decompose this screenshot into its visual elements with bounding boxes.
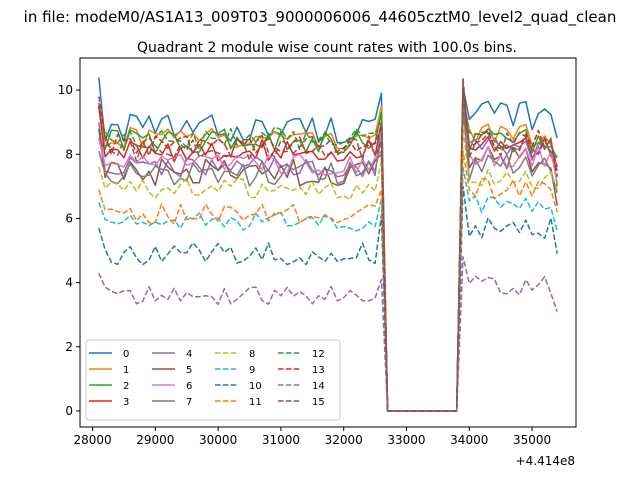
plot-area <box>79 57 577 428</box>
legend-label-13: 13 <box>312 365 325 376</box>
x-tick-label: 31000 <box>262 433 300 447</box>
y-axis-ticks: 0 2 4 6 8 10 <box>58 83 80 418</box>
legend-label-9: 9 <box>249 365 255 376</box>
x-tick-label: 32000 <box>325 433 363 447</box>
y-tick-label: 2 <box>65 340 73 354</box>
x-tick-label: 34000 <box>450 433 488 447</box>
series-line-2 <box>98 92 558 412</box>
y-tick-label: 8 <box>65 147 73 161</box>
series-line-8 <box>98 127 558 412</box>
series-layer <box>98 76 558 412</box>
legend-box <box>85 339 341 421</box>
x-tick-label: 29000 <box>136 433 174 447</box>
legend-label-1: 1 <box>123 365 129 376</box>
legend-label-5: 5 <box>186 365 192 376</box>
series-line-7 <box>98 105 558 412</box>
legend-label-10: 10 <box>249 381 262 392</box>
series-line-15 <box>98 76 558 412</box>
legend-label-12: 12 <box>312 349 325 360</box>
legend-label-14: 14 <box>312 381 325 392</box>
x-offset-label: +4.414e8 <box>516 454 575 468</box>
series-line-10 <box>98 185 558 412</box>
x-tick-label: 28000 <box>73 433 111 447</box>
series-line-13 <box>98 86 558 412</box>
series-line-3 <box>98 82 558 412</box>
figure-suptitle: in file: modeM0/AS1A13_009T03_9000006006… <box>24 8 617 27</box>
legend-label-8: 8 <box>249 349 255 360</box>
x-tick-label: 33000 <box>387 433 425 447</box>
series-line-14 <box>98 256 558 412</box>
legend-label-15: 15 <box>312 397 325 408</box>
x-axis-ticks: 28000 29000 30000 31000 32000 33000 34000 35000 <box>73 427 551 447</box>
chart-title: Quadrant 2 module wise count rates with … <box>137 40 517 56</box>
legend-label-4: 4 <box>186 349 192 360</box>
x-tick-label: 35000 <box>513 433 551 447</box>
x-tick-label: 30000 <box>199 433 237 447</box>
y-tick-label: 10 <box>58 83 73 97</box>
series-line-11 <box>98 150 558 412</box>
legend-label-6: 6 <box>186 381 192 392</box>
legend-label-0: 0 <box>123 349 129 360</box>
y-tick-label: 0 <box>65 404 73 418</box>
y-tick-label: 6 <box>65 211 73 225</box>
legend-label-7: 7 <box>186 397 192 408</box>
legend-label-3: 3 <box>123 397 129 408</box>
series-line-12 <box>98 98 558 412</box>
axes-frame <box>79 57 577 428</box>
legend-label-2: 2 <box>123 381 129 392</box>
y-tick-label: 4 <box>65 276 73 290</box>
series-line-9 <box>98 166 558 412</box>
legend-label-11: 11 <box>249 397 262 408</box>
